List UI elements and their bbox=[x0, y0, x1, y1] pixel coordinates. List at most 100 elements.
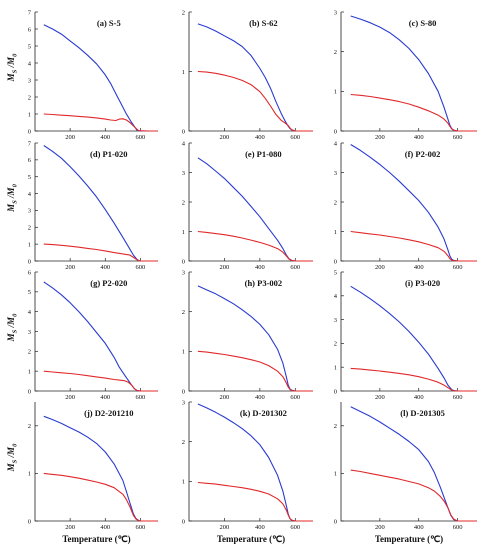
y-label-part: M bbox=[6, 462, 16, 472]
panel: 0 1 2 200 400 600 (b) S-62 bbox=[182, 9, 313, 141]
x-tick-label: 400 bbox=[414, 524, 424, 531]
axis-frame bbox=[340, 402, 477, 522]
x-tick-label: 200 bbox=[220, 134, 230, 141]
x-tick-label: 400 bbox=[255, 264, 265, 271]
y-axis-label: MS /M0 bbox=[6, 313, 19, 342]
y-tick-label: 1 bbox=[182, 349, 185, 356]
x-tick-label: 400 bbox=[255, 524, 265, 531]
y-tick-label: 5 bbox=[334, 269, 337, 276]
red-series-line bbox=[350, 469, 477, 522]
y-tick-label: 1 bbox=[182, 69, 185, 76]
x-tick-label: 200 bbox=[375, 264, 385, 271]
y-tick-label: 2 bbox=[182, 9, 185, 16]
x-tick-label: 200 bbox=[220, 524, 230, 531]
red-series-line bbox=[43, 472, 158, 522]
y-label-subscript: S bbox=[12, 69, 19, 73]
x-tick-label: 600 bbox=[453, 524, 463, 531]
panel-title: (f) P2-002 bbox=[405, 149, 441, 159]
y-tick-label: 5 bbox=[28, 43, 31, 50]
x-axis-label: Temperature (℃) bbox=[375, 534, 443, 544]
y-tick-label: 3 bbox=[182, 399, 185, 406]
panel: 0 1 2 200 400 600 (l) D-201305 Temperature (℃) bbox=[334, 402, 477, 544]
panel-title: (e) P1-080 bbox=[245, 149, 282, 159]
blue-series-line bbox=[197, 285, 313, 392]
x-tick-label: 400 bbox=[255, 394, 265, 401]
y-label-part: M bbox=[6, 56, 16, 66]
y-tick-label: 1 bbox=[334, 229, 337, 236]
y-label-part: M bbox=[6, 186, 16, 196]
y-tick-label: 5 bbox=[28, 289, 31, 296]
y-tick-label: 1 bbox=[334, 89, 337, 96]
x-tick-label: 400 bbox=[414, 394, 424, 401]
x-tick-label: 600 bbox=[453, 134, 463, 141]
y-tick-label: 2 bbox=[182, 199, 185, 206]
x-tick-label: 600 bbox=[453, 264, 463, 271]
red-series-line bbox=[43, 243, 158, 262]
y-tick-label: 6 bbox=[28, 26, 32, 33]
x-tick-label: 600 bbox=[290, 264, 300, 271]
panel: 0 1 2 3 4 200 400 600 (e) P1-080 bbox=[182, 140, 313, 271]
y-label-part: M bbox=[6, 446, 16, 456]
y-label-part: / bbox=[6, 453, 16, 458]
panel: 0 1 2 3 200 400 600 (c) S-80 bbox=[334, 9, 477, 141]
panel: 0 1 2 3 4 200 400 600 (f) P2-002 bbox=[334, 140, 477, 271]
red-series-line bbox=[43, 113, 158, 132]
panel-title: (a) S-5 bbox=[97, 18, 121, 28]
blue-series-line bbox=[43, 145, 158, 262]
x-axis-label: Temperature (℃) bbox=[217, 534, 285, 544]
x-tick-label: 600 bbox=[136, 394, 146, 401]
x-tick-label: 200 bbox=[65, 264, 75, 271]
y-label-subscript: 0 bbox=[12, 183, 19, 187]
panel-title: (c) S-80 bbox=[409, 18, 437, 28]
y-tick-label: 6 bbox=[28, 157, 32, 164]
y-tick-label: 0 bbox=[334, 258, 337, 265]
y-label-subscript: S bbox=[12, 459, 19, 463]
y-tick-label: 6 bbox=[28, 269, 32, 276]
y-tick-label: 3 bbox=[334, 170, 337, 177]
red-series-line bbox=[197, 70, 313, 132]
y-tick-label: 3 bbox=[28, 329, 31, 336]
y-tick-label: 2 bbox=[334, 199, 337, 206]
axis-frame bbox=[188, 402, 313, 522]
x-tick-label: 400 bbox=[100, 524, 110, 531]
x-tick-label: 600 bbox=[136, 524, 146, 531]
axis-frame bbox=[188, 143, 313, 262]
y-tick-label: 4 bbox=[334, 293, 338, 300]
x-tick-label: 200 bbox=[65, 134, 75, 141]
y-tick-label: 0 bbox=[28, 258, 31, 265]
y-tick-label: 2 bbox=[334, 49, 337, 56]
y-label-part: M bbox=[6, 72, 16, 82]
y-tick-label: 1 bbox=[334, 365, 337, 372]
y-tick-label: 2 bbox=[28, 94, 31, 101]
blue-series-line bbox=[43, 281, 158, 392]
x-tick-label: 400 bbox=[100, 394, 110, 401]
y-tick-label: 2 bbox=[182, 439, 185, 446]
y-tick-label: 3 bbox=[334, 317, 337, 324]
x-tick-label: 400 bbox=[414, 134, 424, 141]
y-tick-label: 2 bbox=[28, 225, 31, 232]
red-series-line bbox=[350, 230, 477, 262]
y-tick-label: 4 bbox=[28, 309, 32, 316]
x-tick-label: 200 bbox=[65, 524, 75, 531]
x-tick-label: 400 bbox=[100, 134, 110, 141]
y-label-part: M bbox=[6, 332, 16, 342]
x-axis-label: Temperature (℃) bbox=[62, 534, 130, 544]
panel-title: (g) P2-020 bbox=[90, 278, 127, 288]
y-axis-label: MS /M0 bbox=[6, 183, 19, 212]
x-tick-label: 600 bbox=[136, 264, 146, 271]
y-label-subscript: 0 bbox=[12, 313, 19, 317]
panel-title: (j) D2-201210 bbox=[84, 408, 133, 418]
x-tick-label: 200 bbox=[220, 264, 230, 271]
blue-series-line bbox=[350, 406, 477, 522]
panel-title: (k) D-201302 bbox=[240, 408, 287, 418]
y-tick-label: 1 bbox=[182, 479, 185, 486]
panel-title: (d) P1-020 bbox=[90, 149, 128, 159]
y-tick-label: 4 bbox=[28, 191, 32, 198]
y-axis-label: MS /M0 bbox=[6, 443, 19, 472]
panel-title: (i) P3-020 bbox=[405, 278, 440, 288]
x-tick-label: 400 bbox=[414, 264, 424, 271]
